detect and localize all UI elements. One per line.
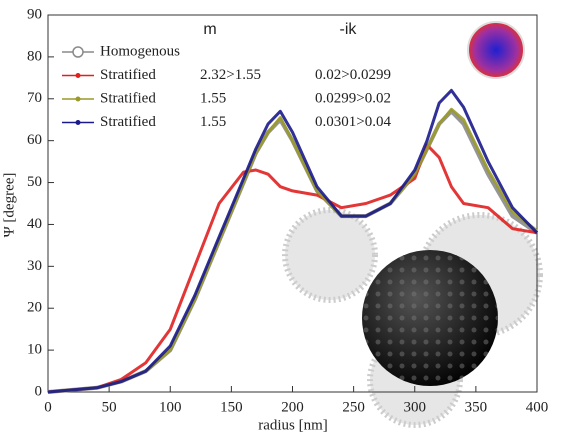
legend-ik: 0.02>0.0299 [315,67,391,83]
legend-label: Stratified [100,114,156,130]
x-tick-label: 250 [342,399,365,415]
legend-m: 1.55 [200,90,226,106]
legend-label: Homogenous [100,43,180,59]
y-tick-label: 30 [27,258,42,274]
y-tick-label: 40 [27,216,42,232]
column-header: m [203,21,216,38]
y-tick-label: 80 [27,48,42,64]
x-tick-label: 50 [102,399,117,415]
legend-marker [75,120,81,125]
y-tick-label: 50 [27,174,42,190]
legend-ik: 0.0299>0.02 [315,90,391,106]
legend-m: 1.55 [200,114,226,130]
x-tick-label: 350 [465,399,488,415]
y-axis-title: Ψ [degree] [1,173,17,238]
y-tick-label: 20 [27,300,42,316]
series-line [47,143,538,394]
y-tick-label: 60 [27,132,42,148]
x-tick-label: 0 [44,399,52,415]
x-tick-label: 200 [281,399,304,415]
x-tick-label: 300 [404,399,427,415]
legend-ik: 0.0301>0.04 [315,114,391,130]
legend-marker [72,46,84,58]
x-tick-label: 400 [526,399,549,415]
series-line [47,88,539,394]
y-tick-label: 0 [35,383,43,399]
y-tick-label: 90 [27,6,42,22]
legend-m: 2.32>1.55 [200,67,261,83]
y-tick-label: 10 [27,342,42,358]
decoration [282,21,543,428]
legend-marker [75,73,81,78]
legend-marker [75,96,81,102]
x-tick-label: 100 [159,399,182,415]
column-header: -ik [340,21,358,38]
y-tick-label: 70 [27,90,42,106]
legend-label: Stratified [100,90,156,106]
x-tick-label: 150 [220,399,243,415]
legend-label: Stratified [100,67,156,83]
x-axis-title: radius [nm] [258,417,328,433]
